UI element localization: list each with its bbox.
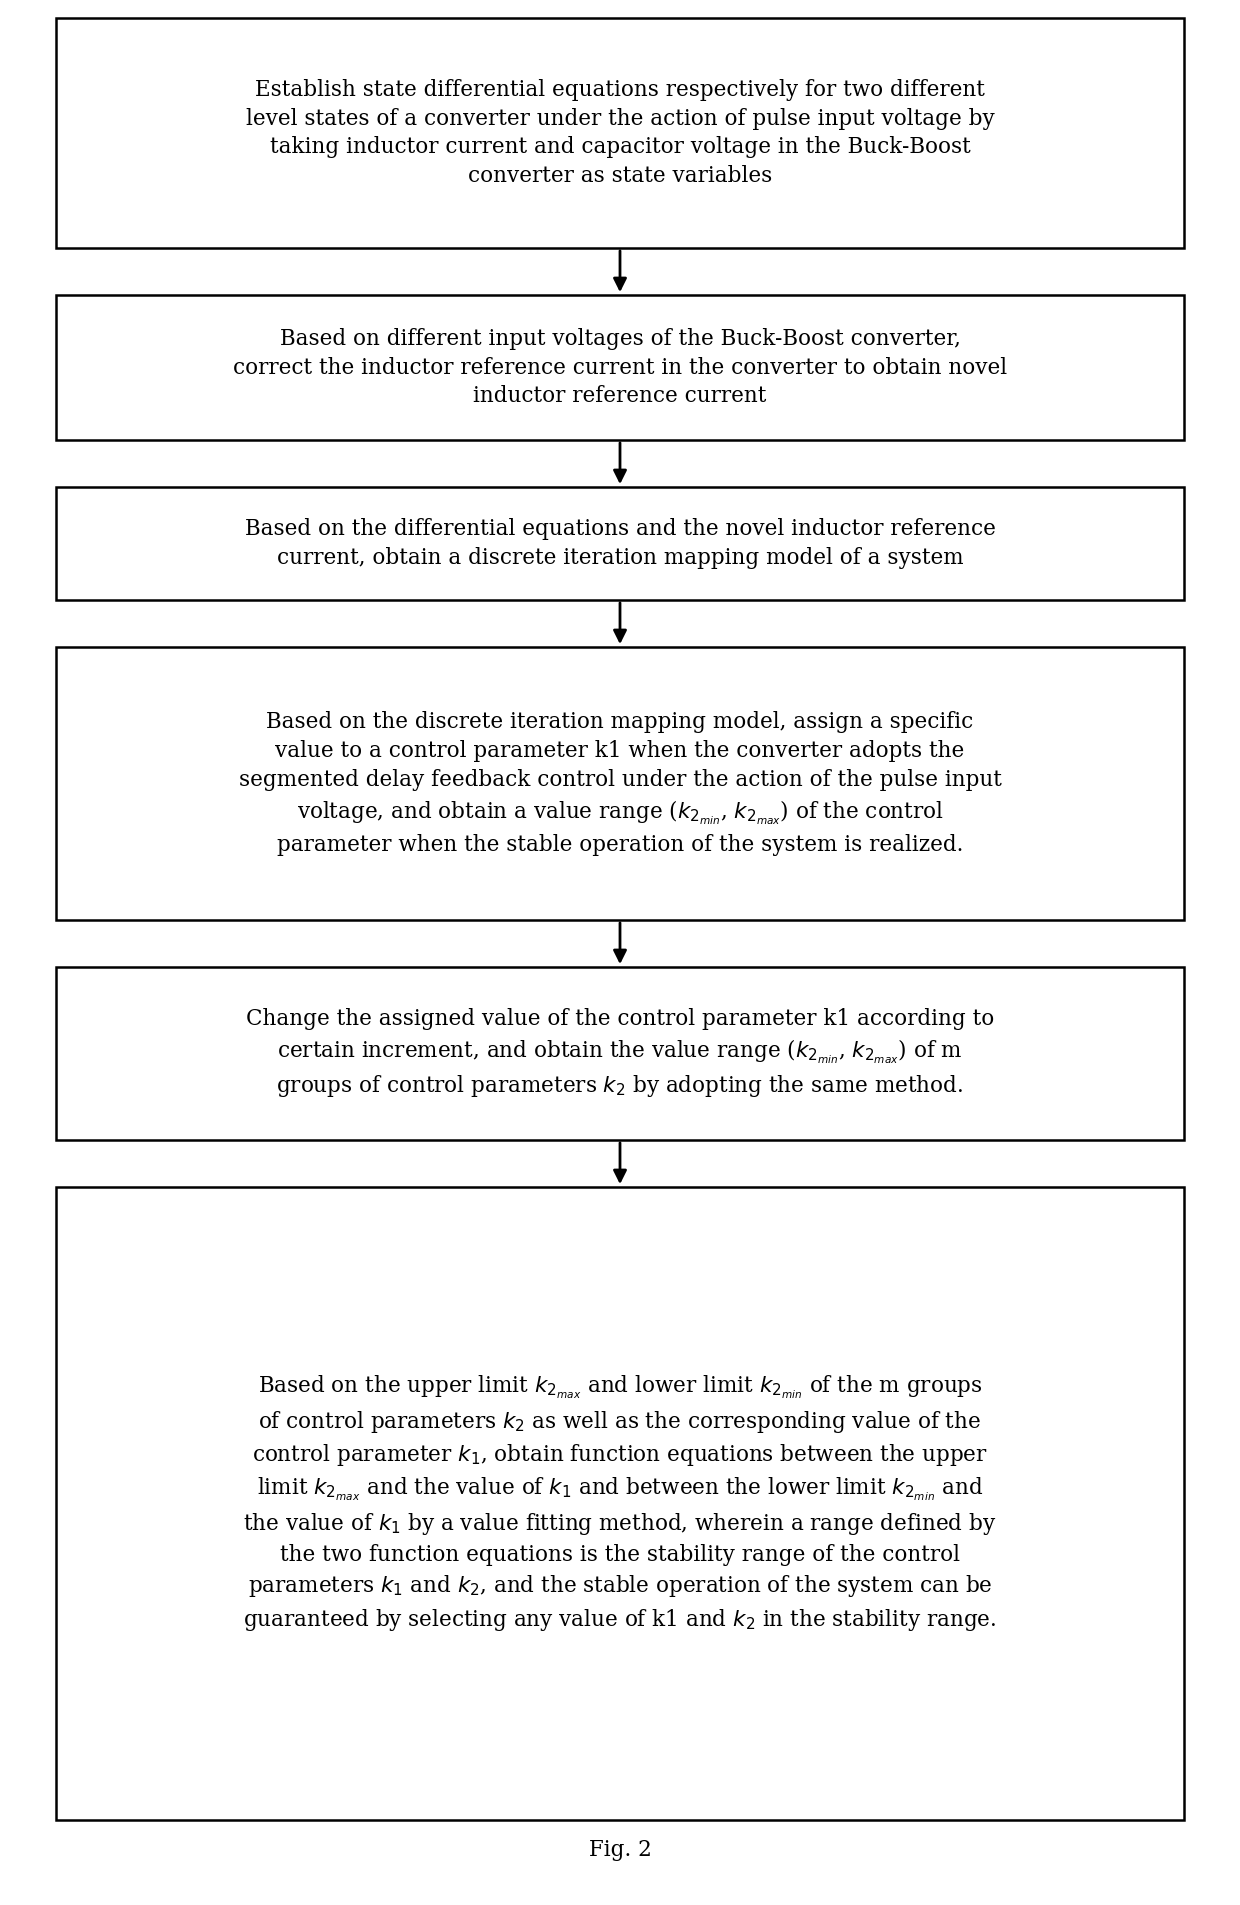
Text: Based on the differential equations and the novel inductor reference
current, ob: Based on the differential equations and … (244, 518, 996, 570)
Text: Establish state differential equations respectively for two different
level stat: Establish state differential equations r… (246, 78, 994, 187)
Bar (56, 968, 1184, 1139)
Text: Change the assigned value of the control parameter k1 according to
certain incre: Change the assigned value of the control… (246, 1008, 994, 1099)
Text: Fig. 2: Fig. 2 (589, 1838, 651, 1861)
Text: Based on different input voltages of the Buck-Boost converter,
correct the induc: Based on different input voltages of the… (233, 328, 1007, 408)
Bar (56, 488, 1184, 600)
Bar (56, 295, 1184, 440)
Bar (56, 648, 1184, 920)
Text: Based on the upper limit $k_{2_{max}}$ and lower limit $k_{2_{min}}$ of the m gr: Based on the upper limit $k_{2_{max}}$ a… (243, 1374, 997, 1633)
Bar (56, 17, 1184, 248)
Text: Based on the discrete iteration mapping model, assign a specific
value to a cont: Based on the discrete iteration mapping … (238, 711, 1002, 855)
Bar (56, 1187, 1184, 1819)
